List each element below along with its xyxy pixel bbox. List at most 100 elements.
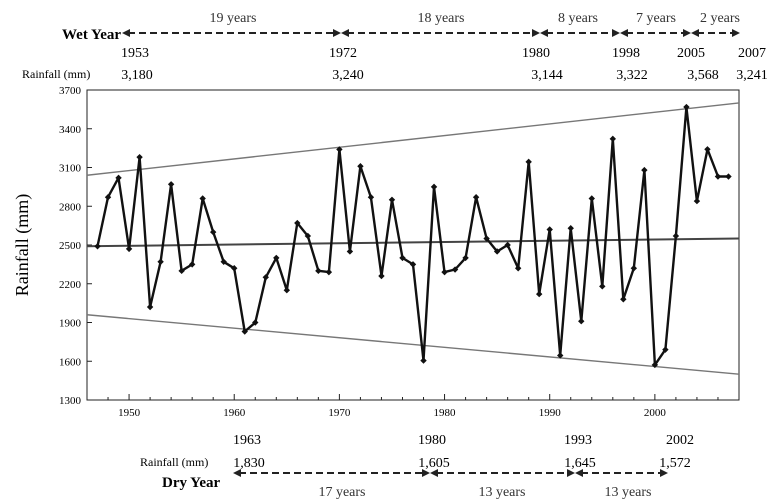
wet-rainfall-value: 3,322	[616, 68, 648, 83]
arrow-head	[422, 469, 430, 477]
wet-rainfall-label: Rainfall (mm)	[22, 67, 90, 81]
wet-interval-label: 2 years	[700, 11, 740, 26]
rainfall-point	[588, 195, 595, 202]
rainfall-point	[557, 352, 564, 359]
rainfall-point	[620, 296, 627, 303]
rainfall-point	[199, 195, 206, 202]
y-tick-label: 2500	[59, 240, 82, 252]
wet-rainfall-values: 3,180 3,240 3,144 3,322 3,568 3,241	[121, 68, 768, 83]
rainfall-point	[399, 254, 406, 262]
wet-year-list: 1953 1972 1980 1998 2005 2007	[121, 46, 766, 61]
lower-envelope-line	[86, 314, 740, 375]
rainfall-point	[599, 283, 606, 290]
rainfall-point	[273, 254, 280, 262]
dry-year-list: 1963 1980 1993 2002	[233, 433, 694, 448]
rainfall-point	[451, 266, 459, 273]
rainfall-point	[157, 258, 164, 265]
dry-rainfall-value: 1,572	[659, 456, 691, 471]
rainfall-point	[115, 174, 122, 182]
arrow-head	[333, 29, 341, 37]
y-axis-label: Rainfall (mm)	[12, 194, 33, 296]
rainfall-point	[357, 163, 364, 170]
rainfall-point	[483, 235, 490, 242]
wet-year-label: Wet Year	[62, 27, 121, 43]
dry-year: 1993	[564, 433, 592, 448]
wet-rainfall-value: 3,568	[687, 68, 719, 83]
wet-interval-label: 18 years	[417, 11, 464, 26]
wet-year: 1998	[612, 46, 640, 61]
arrow-head	[732, 29, 740, 37]
dry-interval-label: 17 years	[318, 485, 365, 500]
y-tick-label: 1900	[59, 318, 82, 330]
rainfall-point	[231, 265, 238, 272]
wet-interval-label: 19 years	[209, 11, 256, 26]
rainfall-point	[336, 146, 343, 153]
y-tick-label: 3700	[59, 85, 82, 97]
rainfall-point	[315, 267, 322, 275]
dry-rainfall-label: Rainfall (mm)	[140, 455, 208, 469]
arrow-head	[532, 29, 540, 37]
x-axis: 1950 1960 1970 1980 1990 2000	[107, 394, 719, 419]
rainfall-point	[252, 319, 259, 326]
rainfall-point	[388, 196, 396, 203]
rainfall-point	[346, 248, 354, 255]
wet-interval-label: 7 years	[636, 11, 676, 26]
rainfall-point	[535, 290, 543, 298]
dry-interval-label: 13 years	[604, 485, 651, 500]
x-tick-label: 1980	[434, 407, 457, 419]
rainfall-point	[209, 228, 217, 236]
rainfall-point	[146, 303, 154, 311]
rainfall-point	[683, 103, 690, 111]
rainfall-point	[325, 268, 333, 276]
rainfall-point	[462, 254, 469, 262]
rainfall-point	[630, 265, 638, 272]
dry-year-label: Dry Year	[162, 475, 221, 491]
rainfall-point	[641, 166, 648, 174]
rainfall-point	[662, 346, 669, 353]
arrow-head	[620, 29, 628, 37]
dry-year: 1980	[418, 433, 446, 448]
rainfall-point	[504, 241, 511, 249]
rainfall-point	[294, 219, 301, 227]
arrow-head	[612, 29, 620, 37]
rainfall-point	[367, 194, 375, 201]
dry-rainfall-values: 1,830 1,605 1,645 1,572	[233, 456, 691, 471]
rainfall-point	[136, 153, 143, 161]
rainfall-point	[714, 173, 722, 180]
rainfall-point	[725, 173, 732, 180]
rainfall-point	[441, 268, 448, 276]
rainfall-point	[546, 226, 553, 233]
rainfall-point	[567, 225, 574, 232]
x-tick-label: 1970	[328, 407, 351, 419]
rainfall-point	[262, 274, 269, 281]
y-tick-label: 3100	[59, 163, 82, 175]
rainfall-point	[409, 261, 417, 268]
rainfall-point	[693, 197, 701, 205]
wet-rainfall-value: 3,144	[531, 68, 563, 83]
rainfall-point	[472, 194, 480, 201]
wet-interval-label: 8 years	[558, 11, 598, 26]
arrow-head	[233, 469, 241, 477]
rainfall-point	[220, 258, 227, 265]
y-tick-label: 3400	[59, 124, 82, 136]
rainfall-point	[241, 328, 248, 335]
wet-year: 1953	[121, 46, 149, 61]
wet-year: 1980	[522, 46, 550, 61]
dry-year: 2002	[666, 433, 694, 448]
arrow-head	[122, 29, 130, 37]
rainfall-point	[125, 245, 133, 253]
rainfall-point	[493, 248, 501, 255]
rainfall-point	[525, 158, 532, 166]
y-tick-label: 2800	[59, 201, 82, 213]
wet-year: 1972	[329, 46, 357, 61]
rainfall-point	[609, 135, 617, 143]
dry-rainfall-value: 1,645	[564, 456, 596, 471]
rainfall-point	[304, 232, 312, 240]
x-tick-label: 2000	[644, 407, 667, 419]
dry-rainfall-value: 1,830	[233, 456, 265, 471]
dry-year: 1963	[233, 433, 261, 448]
rainfall-series	[94, 103, 732, 369]
wet-year: 2007	[738, 46, 766, 61]
rainfall-point	[178, 267, 185, 275]
